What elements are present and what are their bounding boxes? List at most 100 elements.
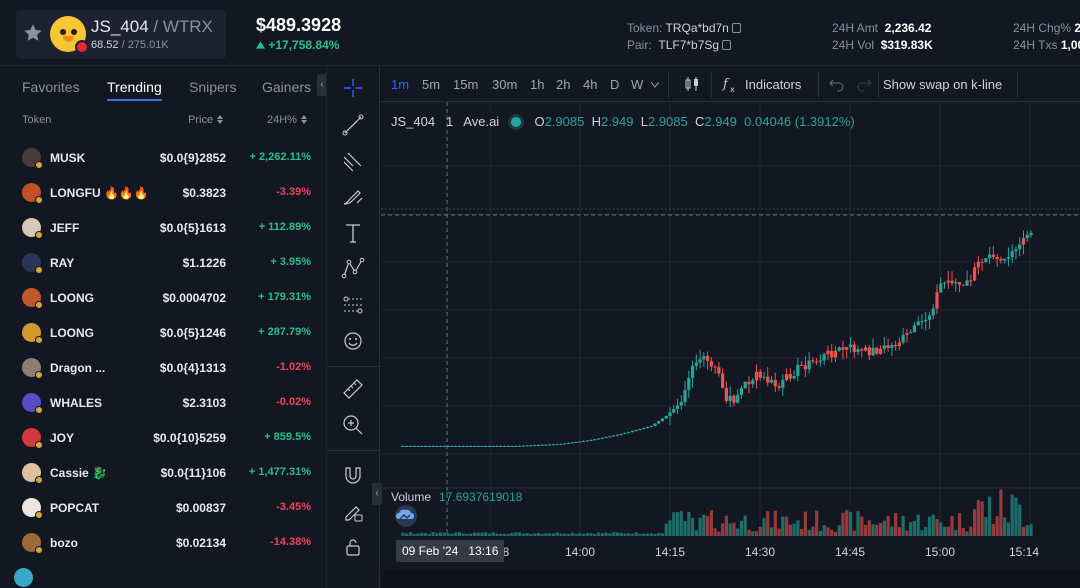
candle-type-icon[interactable] [682,74,702,94]
crosshair-time-label: 09 Feb '24 13:16 [396,540,505,562]
legend-symbol: JS_404 [391,114,436,129]
candle-body [461,446,465,447]
column-price[interactable]: Price [188,114,224,126]
sort-icon[interactable] [300,115,307,124]
token-name: POPCAT [50,501,100,515]
candle-body [815,361,819,363]
lock-drawing-icon[interactable] [340,498,366,524]
volume-bar [739,520,744,536]
tab-snipers[interactable]: Snipers [189,79,237,95]
copy-icon[interactable] [731,23,741,33]
timeframe-4h[interactable]: 4h [583,77,598,92]
volume-bar [935,519,939,536]
list-item[interactable]: MUSK $0.0{9}2852 + 2,262.11% [8,140,328,175]
show-swap-button[interactable]: Show swap on k-line [883,77,1003,92]
volume-bar [702,514,706,536]
copy-icon[interactable] [722,40,732,50]
magnet-icon[interactable] [340,462,366,488]
live-status-icon [510,117,521,127]
trendline-tool-icon[interactable] [340,112,366,138]
volume-bar [435,533,439,536]
candle-body [852,344,856,353]
list-item[interactable]: JEFF $0.0{5}1613 + 112.89% [8,210,328,245]
zoom-in-icon[interactable] [340,412,366,438]
undo-icon[interactable] [827,74,847,94]
candle-body [784,374,789,381]
ruler-tool-icon[interactable] [340,376,366,402]
star-icon[interactable] [22,22,44,44]
list-item[interactable]: Dragon ... $0.0{4}1313 -1.02% [8,350,328,385]
list-item[interactable]: LOONG $0.0{5}1246 + 287.79% [8,315,328,350]
timeframe-30m[interactable]: 30m [492,77,518,92]
token-logo [50,16,86,52]
pattern-tool-icon[interactable] [340,256,366,282]
volume-bar [593,533,597,536]
fib-tool-icon[interactable] [340,148,366,174]
volume-bar [728,523,732,536]
brush-tool-icon[interactable] [340,184,366,210]
tab-trending[interactable]: Trending [107,79,162,101]
candlestick-chart[interactable] [381,66,1080,570]
list-item[interactable]: RAY $1.1226 + 3.95% [8,245,328,280]
column-change[interactable]: 24H% [267,114,307,126]
sort-icon[interactable] [217,115,224,124]
collapse-left-icon[interactable]: ‹ [317,74,327,96]
list-item[interactable]: LOONG $0.0004702 + 179.31% [8,280,328,315]
volume-bar [412,533,416,536]
indicators-button[interactable]: Indicators [745,77,802,92]
volume-bar [916,514,920,536]
volume-bar [476,532,480,536]
volume-bar [826,527,830,536]
volume-bar [694,530,698,536]
list-item[interactable]: JOY $0.0{10}5259 + 859.5% [8,420,328,455]
list-item[interactable]: LONGFU 🔥🔥🔥 $0.3823 -3.39% [8,175,328,210]
candle-body [743,381,747,389]
24h-volume: 24H Vol $319.83K [832,38,933,52]
list-item[interactable]: WHALES $2.3103 -0.02% [8,385,328,420]
candle-body [623,433,627,434]
redo-icon[interactable] [854,74,874,94]
crosshair-tool-icon[interactable] [340,75,366,101]
timeframe-d[interactable]: D [610,77,620,92]
lock-icon[interactable] [340,534,366,560]
timeframe-1h[interactable]: 1h [530,77,545,92]
timeframe-w[interactable]: W [631,77,644,92]
list-item[interactable]: POPCAT $0.00837 -3.45% [8,490,328,525]
volume-bar [611,532,616,536]
timeframe-2h[interactable]: 2h [556,77,571,92]
volume-bar [811,526,815,536]
token-card[interactable]: JS_404 / WTRX 68.52 / 275.01K [16,10,226,59]
candle-body [969,280,973,282]
tab-gainers[interactable]: Gainers [262,79,312,95]
timeframe-15m[interactable]: 15m [453,77,479,92]
timeframe-5m[interactable]: 5m [422,77,441,92]
ave-cloud-icon[interactable] [391,504,421,528]
tab-favorites[interactable]: Favorites [22,79,80,95]
candle-body [630,431,634,432]
volume-bar [649,533,653,536]
prediction-tool-icon[interactable] [340,292,366,318]
candle-body [1014,249,1018,252]
collapse-toolbar-icon[interactable]: ‹ [372,483,382,505]
text-tool-icon[interactable] [340,220,366,246]
candle-body [995,256,999,259]
emoji-tool-icon[interactable] [340,328,366,354]
list-item[interactable]: bozo $0.02134 -14.38% [8,525,328,560]
volume-bar [788,524,792,536]
volume-bar [781,516,785,536]
x-tick: 14:30 [744,545,776,559]
volume-bar [408,532,413,536]
timeframe-1m[interactable]: 1m [391,77,410,92]
candle-body [803,365,807,370]
candle-body [412,446,416,447]
header: JS_404 / WTRX 68.52 / 275.01K $489.3928 … [0,0,1080,66]
candle-body [984,258,988,262]
candle-body [875,347,879,354]
chevron-down-icon[interactable] [651,82,659,88]
list-item[interactable]: Cassie 🐉 $0.0{11}106 + 1,477.31% [8,455,328,490]
candle-body [950,280,954,284]
candle-body [894,345,898,347]
token-price: $0.0{5}1613 [159,221,226,235]
liquidity-info: 68.52 / 275.01K [91,39,169,51]
